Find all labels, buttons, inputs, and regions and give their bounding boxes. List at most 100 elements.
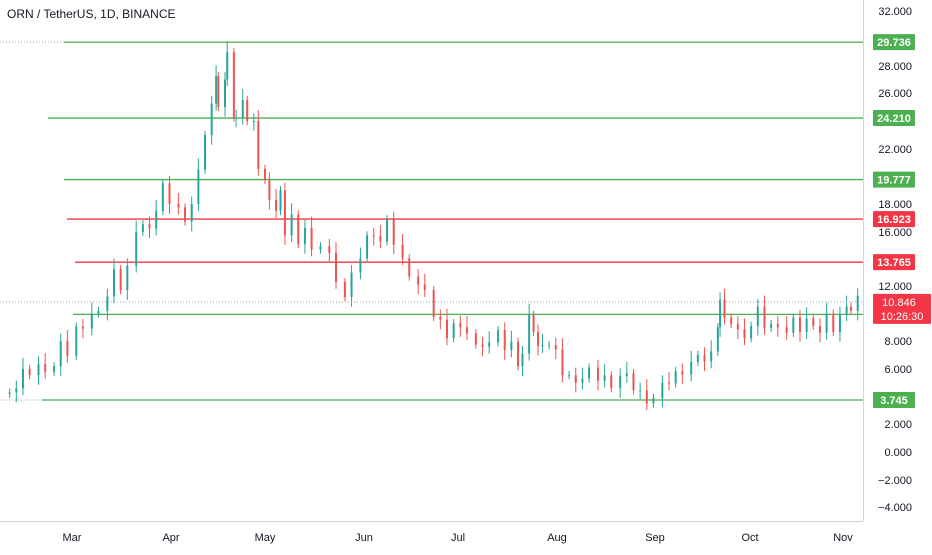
candle-body [681,371,684,375]
candle-body [401,244,404,259]
candle-body [716,327,719,352]
candle-body [335,252,337,282]
candle-body [763,306,766,328]
candle-body [548,345,551,347]
candle-body [319,246,322,250]
current-price-label: 10.846 [882,297,916,309]
candle-body [668,382,670,384]
candle-body [850,306,853,311]
candle-body [856,295,859,311]
candle-body [53,366,56,372]
candle-body [15,388,18,393]
candle-body [215,76,218,104]
candle-body [432,290,435,317]
level-price-label: 13.765 [877,257,911,269]
x-tick-label: Jul [451,532,465,544]
candle-body [661,382,664,398]
candle-body [252,121,255,122]
candle-body [645,390,648,404]
candle-body [359,258,362,273]
y-tick-label: 22.000 [878,144,912,156]
x-tick-label: Aug [547,532,567,544]
candle-body [756,306,759,326]
candle-body [517,341,520,367]
candle-body [141,224,144,232]
candle-body [268,179,271,200]
candle-body [217,76,220,107]
level-price-tag [873,171,915,188]
candle-body [603,375,606,381]
candle-body [710,351,713,362]
candle-body [28,369,31,376]
y-tick-label: −2.000 [878,475,912,487]
level-price-label: 24.210 [877,113,911,125]
y-tick-label: 8.000 [884,336,912,348]
candle-body [126,265,129,291]
y-tick-label: 32.000 [878,6,912,18]
candle-body [632,373,635,391]
candle-body [161,183,164,211]
candle-body [674,371,677,384]
candle-body [528,314,531,354]
y-tick-label: 12.000 [878,281,912,293]
x-tick-label: May [255,532,276,544]
x-tick-label: Apr [162,532,179,544]
candle-body [97,310,100,314]
candle-body [66,341,69,356]
candle-body [155,211,158,229]
candle-body [652,397,655,404]
candle-body [798,317,801,333]
candle-body [423,284,426,291]
candle-body [696,355,699,362]
chart-title: ORN / TetherUS, 1D, BINANCE [7,7,176,21]
candle-body [452,323,455,339]
candle-body [845,306,848,315]
y-tick-label: 16.000 [878,227,912,239]
candle-body [135,232,138,266]
x-tick-label: Mar [63,532,82,544]
y-tick-label: 28.000 [878,61,912,73]
x-tick-label: Oct [741,532,758,544]
candle-body [197,169,200,204]
candle-body [310,227,313,250]
candle-body [497,330,500,343]
candle-body [113,269,115,297]
countdown-label: 10:26:30 [881,311,924,323]
candle-body [838,314,841,333]
candle-body [184,207,187,222]
candle-body [224,79,226,107]
candle-body [619,375,622,389]
candle-body [279,190,282,211]
candle-body [805,318,808,333]
candle-body [521,353,524,367]
candle-body [232,52,235,118]
candle-body [297,214,300,245]
candle-body [488,342,491,347]
candle-body [328,246,331,253]
x-tick-label: Nov [833,532,853,544]
y-tick-label: 18.000 [878,199,912,211]
candle-body [366,235,369,259]
current-price-tag [873,293,931,324]
y-tick-label: −4.000 [878,502,912,514]
candle-body [776,323,779,328]
level-price-tag [873,254,915,271]
candle-body [554,345,557,350]
candle-body [190,204,193,222]
candle-body [770,323,773,328]
candle-body [263,168,266,180]
candle-body [719,299,722,328]
candle-body [736,323,739,330]
candle-body [446,319,448,339]
candle-body [75,326,78,356]
candle-body [459,323,462,328]
candle-body [832,313,835,333]
candle-body [59,341,62,367]
x-tick-label: Sep [645,532,665,544]
candle-body [226,52,229,80]
candle-body [290,214,293,236]
level-price-label: 29.736 [877,37,911,49]
candle-body [588,367,591,379]
